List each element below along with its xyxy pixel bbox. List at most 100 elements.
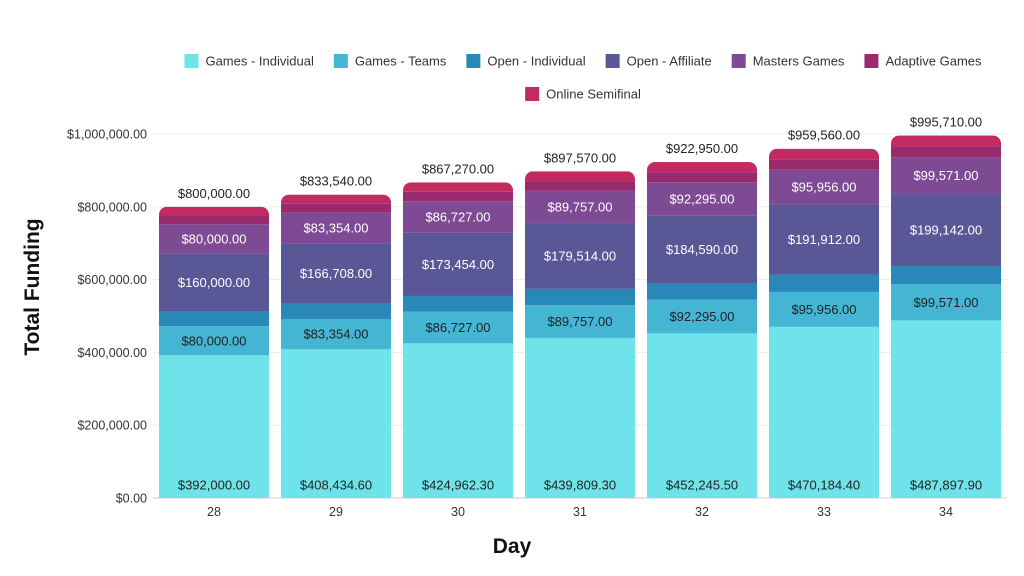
y-tick-label: $600,000.00: [77, 273, 147, 287]
segment-value-label: $80,000.00: [181, 333, 246, 348]
bar-segment: [403, 232, 513, 296]
segment-value-label: $160,000.00: [178, 275, 250, 290]
bar-segment: [647, 282, 757, 300]
bar-segment: [159, 355, 269, 498]
bar-segment: [281, 243, 391, 304]
segment-value-label: $83,354.00: [303, 220, 368, 235]
total-value-label: $959,560.00: [788, 128, 860, 143]
bar-segment: [525, 288, 635, 306]
bar-segment: [769, 148, 879, 160]
legend-swatch: [184, 54, 199, 68]
bar-segment: [769, 204, 879, 275]
legend-label: Open - Affiliate: [627, 54, 712, 69]
segment-value-label: $470,184.40: [788, 478, 860, 493]
x-axis-ticks: 28 29 30 31 32 33 34: [207, 505, 953, 519]
legend-item: Open - Affiliate: [605, 54, 712, 69]
bar-segment: [403, 182, 513, 192]
segment-value-label: $392,000.00: [178, 478, 250, 493]
bar-segment: [159, 253, 269, 312]
segment-value-label: $452,245.50: [666, 478, 738, 493]
total-value-label: $897,570.00: [544, 150, 616, 165]
segment-value-label: $86,727.00: [425, 320, 490, 335]
bar-segment: [281, 203, 391, 213]
bar-segment: [891, 193, 1001, 267]
bar-stack: [891, 135, 1001, 498]
segment-value-label: $487,897.90: [910, 478, 982, 493]
segment-value-label: $80,000.00: [181, 231, 246, 246]
x-tick-label: 30: [451, 505, 465, 519]
bar-segment: [159, 311, 269, 327]
x-tick-label: 34: [939, 505, 953, 519]
bar-segment: [525, 337, 635, 498]
segment-value-label: $184,590.00: [666, 242, 738, 257]
y-tick-label: $400,000.00: [77, 346, 147, 360]
segment-value-label: $199,142.00: [910, 222, 982, 237]
bar-segment: [647, 172, 757, 183]
legend-swatch: [864, 54, 879, 68]
bar-stack: [159, 206, 269, 498]
legend-label: Online Semifinal: [546, 87, 641, 102]
bar-segment: [281, 194, 391, 204]
y-tick-label: $800,000.00: [77, 200, 147, 214]
bar-segment: [769, 291, 879, 327]
total-value-label: $867,270.00: [422, 161, 494, 176]
bar-segment: [769, 169, 879, 205]
segment-value-label: $173,454.00: [422, 257, 494, 272]
x-tick-label: 32: [695, 505, 709, 519]
segment-value-label: $89,757.00: [547, 200, 612, 215]
legend-swatch: [333, 54, 348, 68]
segment-value-label: $92,295.00: [669, 309, 734, 324]
legend-swatch: [731, 54, 746, 68]
bar-segment: [403, 295, 513, 312]
segment-value-label: $83,354.00: [303, 327, 368, 342]
bar-segment: [525, 223, 635, 289]
bar-stack: [647, 162, 757, 498]
bar-segment: [403, 343, 513, 498]
bar-segment: [403, 311, 513, 344]
legend-swatch: [605, 54, 620, 68]
legend-label: Games - Teams: [355, 54, 447, 69]
bar-segment: [159, 215, 269, 225]
bar-segment: [891, 284, 1001, 321]
bar-segment: [647, 215, 757, 283]
bar-stack: [403, 182, 513, 498]
segment-value-label: $99,571.00: [913, 168, 978, 183]
bar-segment: [891, 146, 1001, 158]
bar-segment: [769, 159, 879, 170]
bar-segment: [403, 191, 513, 202]
bar-segment: [281, 303, 391, 319]
total-value-label: $922,950.00: [666, 141, 738, 156]
segment-value-label: $92,295.00: [669, 192, 734, 207]
total-value-label: $800,000.00: [178, 186, 250, 201]
segment-value-label: $166,708.00: [300, 266, 372, 281]
bar-segment: [159, 224, 269, 254]
legend-item: Open - Individual: [466, 54, 586, 69]
legend-item: Games - Individual: [184, 54, 314, 69]
x-tick-label: 31: [573, 505, 587, 519]
bar-segment: [891, 135, 1001, 147]
bar-segment: [891, 157, 1001, 194]
x-tick-label: 29: [329, 505, 343, 519]
x-tick-label: 33: [817, 505, 831, 519]
segment-value-label: $95,956.00: [791, 302, 856, 317]
segment-value-label: $424,962.30: [422, 478, 494, 493]
legend-swatch: [525, 87, 540, 101]
legend-swatch: [466, 54, 481, 68]
segment-value-label: $89,757.00: [547, 314, 612, 329]
bar-segment: [891, 266, 1001, 285]
y-tick-label: $1,000,000.00: [67, 128, 147, 142]
data-labels: $392,000.00 $80,000.00 $160,000.00 $80,000.…: [178, 115, 982, 493]
y-axis-ticks: $0.00 $200,000.00 $400,000.00 $600,000.00 $8…: [67, 128, 147, 506]
bar-segment: [281, 349, 391, 498]
bar-segment: [891, 320, 1001, 498]
y-axis-title: Total Funding: [21, 218, 44, 355]
legend-item: Online Semifinal: [525, 87, 641, 102]
bar-segment: [281, 318, 391, 350]
segment-value-label: $191,912.00: [788, 232, 860, 247]
total-value-label: $833,540.00: [300, 174, 372, 189]
bar-segment: [159, 326, 269, 356]
legend-label: Adaptive Games: [885, 54, 982, 69]
bar-segment: [769, 326, 879, 498]
bars: [159, 135, 1001, 498]
